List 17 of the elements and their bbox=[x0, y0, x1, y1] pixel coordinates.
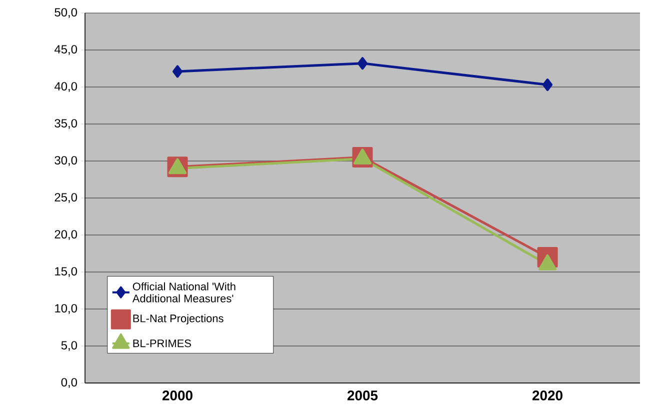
y-tick-label: 15,0 bbox=[55, 267, 78, 277]
y-tick-label: 40,0 bbox=[54, 82, 78, 92]
y-tick-label: 25,0 bbox=[54, 193, 78, 203]
legend-label: BL-PRIMES bbox=[133, 339, 191, 348]
y-tick-label: 35,0 bbox=[54, 119, 78, 129]
x-tick-label: 2005 bbox=[347, 390, 378, 400]
x-tick-label: 2020 bbox=[532, 390, 562, 400]
y-tick-label: 10,0 bbox=[55, 304, 78, 314]
legend-label: BL-Nat Projections bbox=[133, 314, 224, 324]
y-tick-label: 45,0 bbox=[54, 45, 78, 55]
y-tick-label: 50,0 bbox=[54, 8, 78, 18]
y-tick-label: 5,0 bbox=[61, 341, 78, 351]
y-tick-label: 0,0 bbox=[61, 378, 78, 388]
y-tick-label: 20,0 bbox=[54, 230, 78, 240]
x-tick-label: 2000 bbox=[162, 390, 192, 400]
y-tick-label: 30,0 bbox=[54, 156, 78, 166]
legend-label: Official National 'With Additional Measures' bbox=[132, 282, 236, 302]
